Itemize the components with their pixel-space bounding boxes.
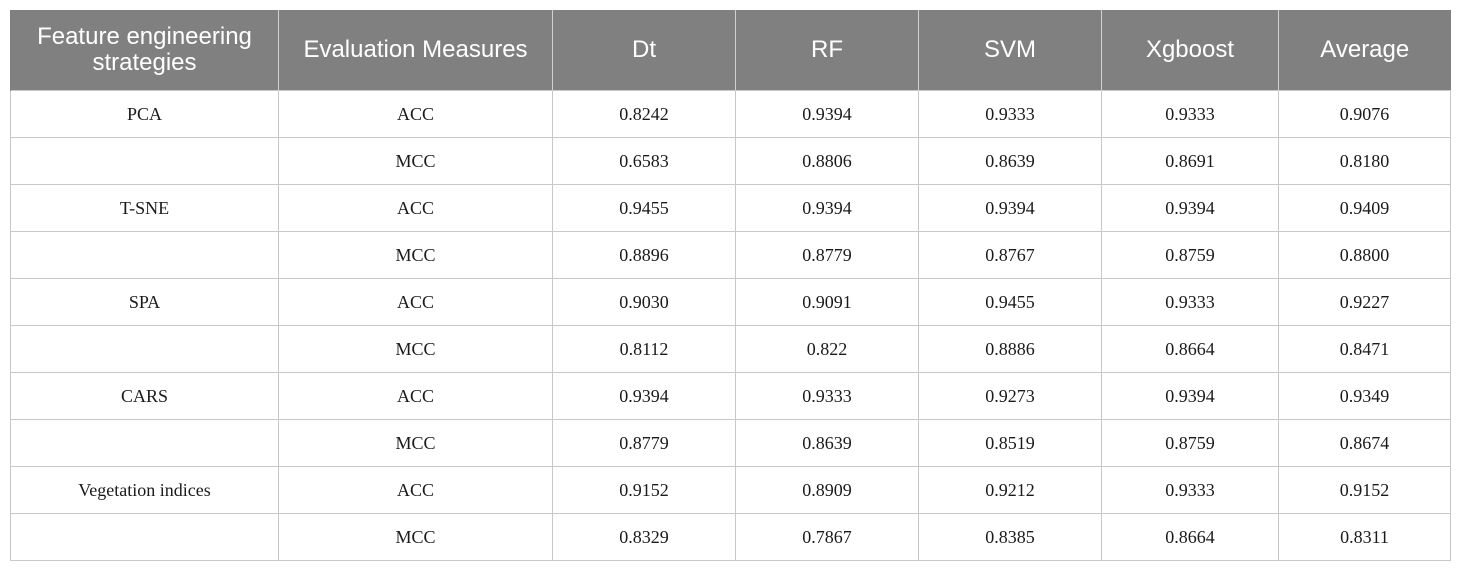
- svm-cell: 0.8385: [918, 513, 1102, 561]
- table-row: PCA ACC 0.8242 0.9394 0.9333 0.9333 0.90…: [10, 90, 1451, 138]
- svm-cell: 0.9212: [918, 466, 1102, 514]
- header-row: Feature engineering strategies Evaluatio…: [10, 10, 1451, 91]
- xgboost-cell: 0.8691: [1101, 137, 1279, 185]
- xgboost-cell: 0.9394: [1101, 372, 1279, 420]
- average-cell: 0.9227: [1278, 278, 1451, 326]
- svm-cell: 0.9394: [918, 184, 1102, 232]
- rf-cell: 0.7867: [735, 513, 919, 561]
- dt-cell: 0.9394: [552, 372, 736, 420]
- average-cell: 0.9152: [1278, 466, 1451, 514]
- rf-cell: 0.8806: [735, 137, 919, 185]
- xgboost-cell: 0.8759: [1101, 419, 1279, 467]
- rf-cell: 0.8909: [735, 466, 919, 514]
- header-rf: RF: [735, 10, 919, 91]
- dt-cell: 0.6583: [552, 137, 736, 185]
- table-row: MCC 0.8779 0.8639 0.8519 0.8759 0.8674: [10, 419, 1451, 467]
- rf-cell: 0.8639: [735, 419, 919, 467]
- xgboost-cell: 0.9333: [1101, 278, 1279, 326]
- measure-cell: MCC: [278, 325, 553, 373]
- rf-cell: 0.9394: [735, 184, 919, 232]
- svm-cell: 0.8767: [918, 231, 1102, 279]
- average-cell: 0.9409: [1278, 184, 1451, 232]
- measure-cell: ACC: [278, 372, 553, 420]
- average-cell: 0.9076: [1278, 90, 1451, 138]
- strategy-cell: Vegetation indices: [10, 466, 279, 514]
- strategy-cell: CARS: [10, 372, 279, 420]
- svm-cell: 0.9333: [918, 90, 1102, 138]
- table-row: MCC 0.8112 0.822 0.8886 0.8664 0.8471: [10, 325, 1451, 373]
- rf-cell: 0.8779: [735, 231, 919, 279]
- results-table: Feature engineering strategies Evaluatio…: [10, 10, 1451, 561]
- svm-cell: 0.8886: [918, 325, 1102, 373]
- measure-cell: ACC: [278, 466, 553, 514]
- strategy-cell: T-SNE: [10, 184, 279, 232]
- dt-cell: 0.9455: [552, 184, 736, 232]
- header-dt: Dt: [552, 10, 736, 91]
- header-evaluation-measures: Evaluation Measures: [278, 10, 553, 91]
- table-row: SPA ACC 0.9030 0.9091 0.9455 0.9333 0.92…: [10, 278, 1451, 326]
- table-body: PCA ACC 0.8242 0.9394 0.9333 0.9333 0.90…: [10, 90, 1451, 561]
- table-row: MCC 0.8329 0.7867 0.8385 0.8664 0.8311: [10, 513, 1451, 561]
- xgboost-cell: 0.9394: [1101, 184, 1279, 232]
- strategy-cell: [10, 513, 279, 561]
- xgboost-cell: 0.9333: [1101, 90, 1279, 138]
- svm-cell: 0.8639: [918, 137, 1102, 185]
- xgboost-cell: 0.8759: [1101, 231, 1279, 279]
- dt-cell: 0.9030: [552, 278, 736, 326]
- dt-cell: 0.8779: [552, 419, 736, 467]
- xgboost-cell: 0.8664: [1101, 513, 1279, 561]
- dt-cell: 0.9152: [552, 466, 736, 514]
- average-cell: 0.8674: [1278, 419, 1451, 467]
- svm-cell: 0.8519: [918, 419, 1102, 467]
- rf-cell: 0.9394: [735, 90, 919, 138]
- measure-cell: ACC: [278, 90, 553, 138]
- table-header: Feature engineering strategies Evaluatio…: [10, 10, 1451, 91]
- header-average: Average: [1278, 10, 1451, 91]
- rf-cell: 0.822: [735, 325, 919, 373]
- average-cell: 0.9349: [1278, 372, 1451, 420]
- average-cell: 0.8311: [1278, 513, 1451, 561]
- strategy-cell: [10, 419, 279, 467]
- table-row: CARS ACC 0.9394 0.9333 0.9273 0.9394 0.9…: [10, 372, 1451, 420]
- dt-cell: 0.8242: [552, 90, 736, 138]
- svm-cell: 0.9455: [918, 278, 1102, 326]
- measure-cell: MCC: [278, 231, 553, 279]
- strategy-cell: [10, 137, 279, 185]
- strategy-cell: PCA: [10, 90, 279, 138]
- average-cell: 0.8471: [1278, 325, 1451, 373]
- measure-cell: ACC: [278, 278, 553, 326]
- average-cell: 0.8800: [1278, 231, 1451, 279]
- measure-cell: MCC: [278, 137, 553, 185]
- rf-cell: 0.9091: [735, 278, 919, 326]
- header-xgboost: Xgboost: [1101, 10, 1279, 91]
- dt-cell: 0.8329: [552, 513, 736, 561]
- measure-cell: MCC: [278, 419, 553, 467]
- strategy-cell: SPA: [10, 278, 279, 326]
- dt-cell: 0.8112: [552, 325, 736, 373]
- header-feature-engineering-strategies: Feature engineering strategies: [10, 10, 279, 91]
- xgboost-cell: 0.9333: [1101, 466, 1279, 514]
- table-row: MCC 0.8896 0.8779 0.8767 0.8759 0.8800: [10, 231, 1451, 279]
- xgboost-cell: 0.8664: [1101, 325, 1279, 373]
- header-svm: SVM: [918, 10, 1102, 91]
- measure-cell: MCC: [278, 513, 553, 561]
- strategy-cell: [10, 231, 279, 279]
- strategy-cell: [10, 325, 279, 373]
- table-row: MCC 0.6583 0.8806 0.8639 0.8691 0.8180: [10, 137, 1451, 185]
- dt-cell: 0.8896: [552, 231, 736, 279]
- rf-cell: 0.9333: [735, 372, 919, 420]
- measure-cell: ACC: [278, 184, 553, 232]
- svm-cell: 0.9273: [918, 372, 1102, 420]
- average-cell: 0.8180: [1278, 137, 1451, 185]
- table-row: Vegetation indices ACC 0.9152 0.8909 0.9…: [10, 466, 1451, 514]
- table-row: T-SNE ACC 0.9455 0.9394 0.9394 0.9394 0.…: [10, 184, 1451, 232]
